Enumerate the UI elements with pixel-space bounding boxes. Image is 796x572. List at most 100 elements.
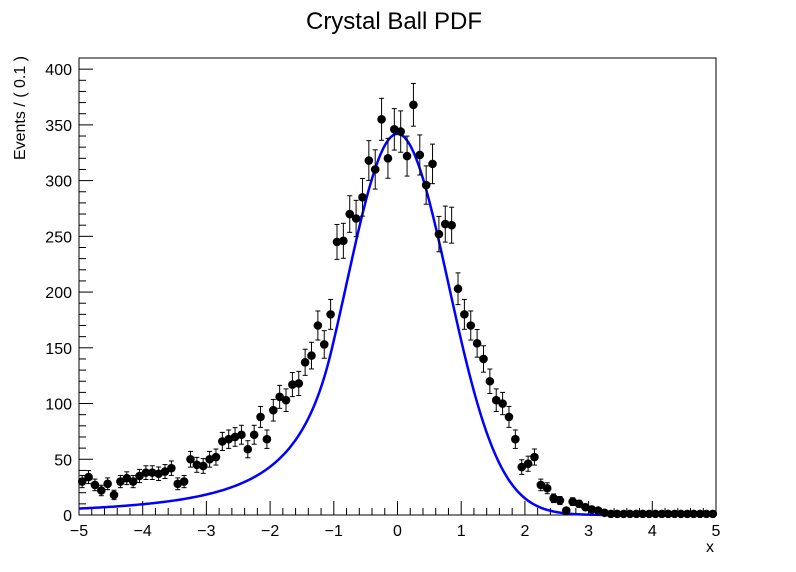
- data-point: [192, 456, 202, 473]
- data-point: [409, 82, 418, 127]
- data-marker: [262, 434, 272, 444]
- data-point: [179, 474, 189, 489]
- data-marker: [485, 376, 495, 386]
- data-point: [307, 341, 316, 370]
- data-marker: [186, 454, 195, 464]
- data-point: [243, 440, 253, 459]
- data-marker: [192, 460, 202, 470]
- data-points: [77, 82, 718, 519]
- data-point: [84, 470, 93, 485]
- y-tick-label: 100: [45, 397, 72, 414]
- data-marker: [243, 444, 253, 454]
- data-point: [313, 310, 323, 341]
- data-marker: [479, 354, 488, 364]
- data-marker: [415, 150, 425, 160]
- data-point: [587, 505, 597, 514]
- data-point: [294, 370, 304, 397]
- data-point: [319, 330, 329, 359]
- data-marker: [530, 452, 539, 462]
- data-point: [370, 149, 380, 190]
- data-marker: [300, 357, 310, 367]
- data-marker: [268, 405, 278, 415]
- data-point: [288, 372, 297, 398]
- y-tick-label: 50: [54, 452, 72, 469]
- data-point: [141, 465, 151, 481]
- data-marker: [319, 340, 329, 349]
- data-marker: [523, 459, 533, 469]
- data-marker: [651, 509, 660, 519]
- data-marker: [460, 310, 469, 319]
- data-point: [262, 429, 272, 449]
- data-marker: [96, 486, 106, 495]
- data-point: [434, 215, 444, 253]
- x-axis-title: x: [706, 539, 714, 556]
- data-marker: [313, 321, 323, 330]
- data-point: [275, 384, 284, 409]
- data-marker: [644, 509, 654, 519]
- data-marker: [402, 151, 412, 161]
- data-marker: [676, 509, 686, 519]
- data-marker: [160, 467, 170, 476]
- data-point: [383, 137, 393, 179]
- data-point: [421, 165, 431, 205]
- data-marker: [683, 509, 692, 519]
- data-point: [77, 474, 87, 489]
- data-point: [447, 206, 456, 244]
- data-point: [574, 499, 584, 509]
- x-tick-label: −1: [325, 523, 343, 540]
- data-point: [300, 348, 310, 376]
- data-marker: [128, 477, 138, 486]
- data-point: [542, 482, 552, 495]
- data-marker: [562, 506, 571, 515]
- data-point: [211, 448, 221, 466]
- data-point: [466, 310, 476, 341]
- x-tick-label: 0: [393, 523, 402, 540]
- data-marker: [498, 399, 507, 408]
- data-point: [103, 477, 112, 491]
- y-axis: 0 50 100 150 200 250 300 350 400: [45, 57, 93, 525]
- data-marker: [364, 156, 374, 165]
- data-marker: [141, 468, 151, 477]
- x-tick-label: −5: [70, 523, 88, 540]
- data-marker: [307, 351, 316, 360]
- data-point: [472, 329, 482, 358]
- data-point: [198, 458, 208, 474]
- data-point: [109, 489, 119, 501]
- data-marker: [517, 462, 527, 472]
- data-marker: [708, 509, 718, 519]
- data-point: [160, 464, 170, 479]
- data-point: [186, 450, 195, 468]
- data-point: [504, 405, 514, 428]
- data-point: [625, 509, 635, 519]
- data-point: [377, 97, 386, 141]
- data-point: [491, 388, 501, 413]
- data-point: [600, 508, 609, 518]
- data-marker: [358, 193, 367, 202]
- data-marker: [453, 284, 463, 294]
- data-point: [523, 455, 533, 472]
- data-marker: [84, 472, 93, 482]
- data-point: [122, 471, 132, 486]
- data-point: [96, 484, 106, 497]
- data-marker: [377, 115, 386, 124]
- x-tick-label: −2: [261, 523, 279, 540]
- data-marker: [345, 209, 355, 219]
- x-tick-label: 3: [584, 523, 593, 540]
- data-marker: [288, 380, 297, 389]
- data-point: [415, 134, 425, 176]
- data-point: [453, 272, 463, 306]
- chart-title: Crystal Ball PDF: [306, 8, 482, 35]
- data-point: [555, 495, 565, 506]
- x-tick-label: −3: [197, 523, 215, 540]
- data-marker: [332, 237, 342, 247]
- data-marker: [670, 509, 679, 519]
- data-marker: [370, 165, 380, 174]
- data-point: [619, 509, 628, 519]
- data-point: [683, 509, 692, 519]
- data-point: [517, 459, 527, 475]
- data-marker: [434, 229, 444, 239]
- data-marker: [421, 180, 431, 190]
- data-point: [396, 110, 405, 153]
- data-point: [708, 509, 718, 519]
